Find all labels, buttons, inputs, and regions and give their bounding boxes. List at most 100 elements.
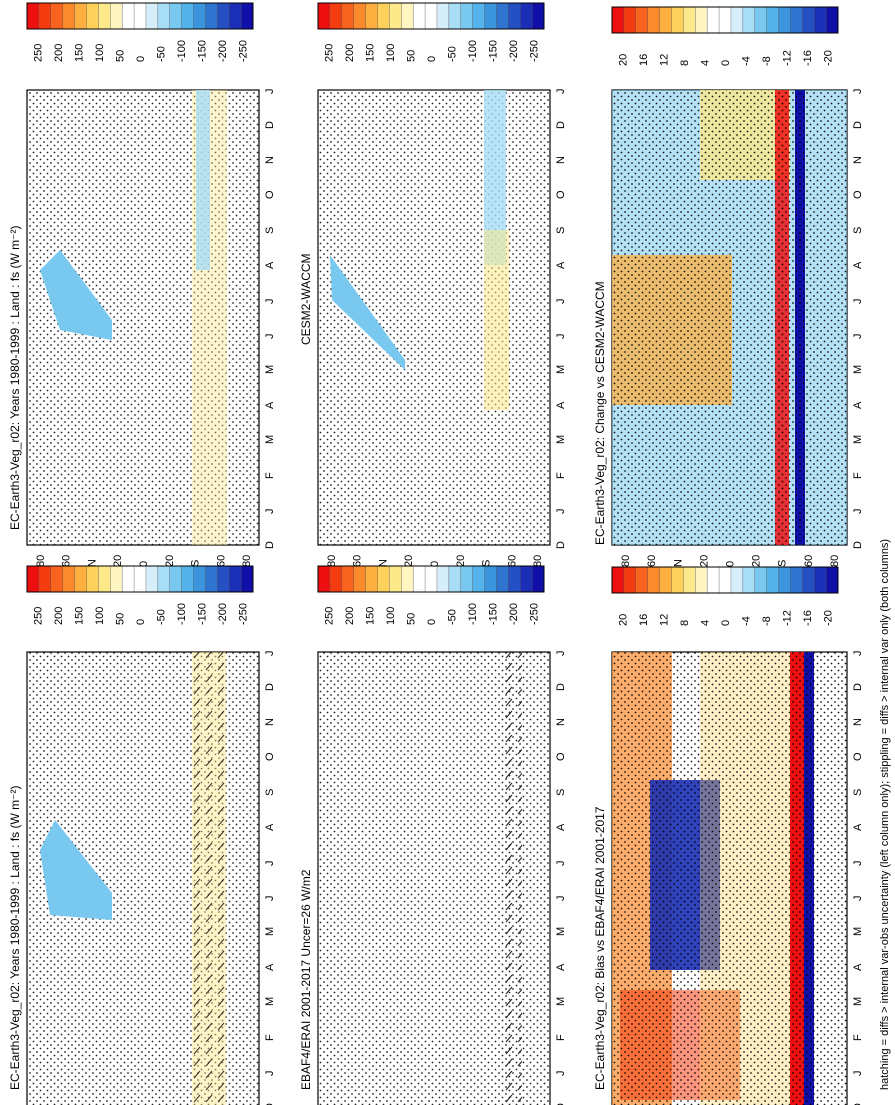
month-tick-label: N (264, 156, 276, 164)
colorbar-label: -150 (197, 40, 209, 62)
colorbar-swatch (659, 6, 672, 34)
colorbar-label: -150 (488, 603, 500, 625)
colorbar-swatch (671, 6, 684, 34)
colorbar-swatch (766, 566, 780, 594)
lat-tick-label: S (777, 560, 789, 567)
colorbar-swatch (401, 565, 414, 593)
month-tick-label: A (852, 261, 864, 269)
month-tick-label: N (555, 156, 567, 164)
colorbar-swatch (121, 2, 135, 30)
month-tick-label: M (264, 997, 276, 1006)
month-tick-label: D (264, 121, 276, 129)
colorbar-label: 0 (720, 620, 732, 626)
month-tick-label: J (555, 861, 567, 867)
month-tick-label: J (264, 299, 276, 305)
month-tick-label: J (555, 334, 567, 340)
colorbar-label: -4 (741, 56, 753, 66)
colorbar-swatch (718, 566, 732, 594)
month-tick-label: O (555, 752, 567, 761)
month-tick-label: F (852, 472, 864, 479)
colorbar-label: 0 (135, 619, 147, 625)
colorbar-swatch (365, 565, 378, 593)
month-tick-label: A (555, 261, 567, 269)
month-tick-label: M (264, 927, 276, 936)
colorbar-swatch (659, 566, 672, 594)
month-tick-label: N (264, 718, 276, 726)
colorbar-swatch (647, 6, 661, 34)
lat-tick-label: 80 (620, 555, 632, 567)
lat-tick-label: 60 (646, 555, 658, 567)
colorbar-label: 0 (720, 60, 732, 66)
colorbar-swatch (240, 565, 254, 593)
colorbar-label: 100 (385, 607, 397, 625)
month-tick-label: A (555, 823, 567, 831)
month-tick-label: J (852, 89, 864, 95)
colorbar-swatch (98, 565, 111, 593)
colorbar-label: -150 (197, 603, 209, 625)
month-tick-label: D (264, 683, 276, 691)
month-tick-label: F (555, 1034, 567, 1041)
colorbar-swatch (169, 2, 183, 30)
colorbar-swatch (26, 2, 40, 30)
month-tick-label: A (555, 401, 567, 409)
colorbar-label: 50 (405, 613, 417, 625)
colorbar-label: 12 (658, 614, 670, 626)
colorbar-swatch (706, 6, 720, 34)
colorbar-1: 250 200 150 100 50 0 -50 -100 -150 -200 -250 (26, 2, 254, 62)
colorbar-swatch (38, 2, 52, 30)
colorbar-label: 4 (699, 60, 711, 66)
colorbar-swatch (802, 6, 815, 34)
lat-tick-label: 80 (532, 555, 544, 567)
month-tick-label: M (852, 365, 864, 374)
month-tick-label: S (264, 227, 276, 234)
colorbar-swatch (472, 565, 486, 593)
colorbar-swatch (86, 565, 99, 593)
month-tick-label: F (264, 472, 276, 479)
month-tick-label: J (852, 299, 864, 305)
colorbar-label: -16 (802, 610, 814, 626)
colorbar-swatch (341, 565, 355, 593)
colorbar-swatch (424, 2, 438, 30)
colorbar-swatch (802, 566, 815, 594)
colorbar-2: 250 200 150 100 50 0 -50 -100 -150 -200 -250 (317, 2, 545, 62)
lat-tick-label: 0 (725, 561, 737, 567)
colorbar-label: 200 (53, 44, 65, 62)
month-tick-label: O (852, 752, 864, 761)
colorbar-swatch (531, 2, 545, 30)
colorbar-swatch (74, 2, 87, 30)
colorbar-swatch (611, 6, 625, 34)
colorbar-swatch (329, 2, 343, 30)
colorbar-label: 16 (638, 54, 650, 66)
month-tick-label: M (555, 365, 567, 374)
month-tick-label: J (555, 89, 567, 95)
colorbar-label: -12 (782, 610, 794, 626)
colorbar-label: 20 (617, 614, 629, 626)
colorbar-swatch (424, 565, 438, 593)
month-tick-label: M (555, 435, 567, 444)
month-tick-label: A (264, 823, 276, 831)
month-tick-label: F (852, 1034, 864, 1041)
colorbar-swatch (412, 2, 426, 30)
colorbar-swatch (496, 2, 509, 30)
colorbar-label: -250 (529, 603, 541, 625)
colorbar-swatch (86, 2, 99, 30)
month-tick-label: S (264, 789, 276, 796)
month-tick-label: D (852, 541, 864, 549)
colorbar-swatch (706, 566, 720, 594)
month-tick-label: J (852, 651, 864, 657)
colorbar-label: -100 (467, 40, 479, 62)
month-tick-label: J (264, 334, 276, 340)
month-tick-label: N (852, 156, 864, 164)
colorbar-4: 250 200 150 100 50 0 -50 -100 -150 -200 -250 (26, 565, 254, 625)
colorbar-label: -4 (741, 616, 753, 626)
colorbar-label: -16 (802, 50, 814, 66)
month-tick-label: M (852, 997, 864, 1006)
colorbar-swatch (460, 2, 474, 30)
colorbar-swatch (683, 6, 696, 34)
colorbar-label: 250 (323, 44, 335, 62)
colorbar-label: 16 (638, 614, 650, 626)
colorbar-label: -50 (447, 46, 459, 62)
lat-tick-label: 60 (215, 555, 227, 567)
colorbar-swatch (62, 565, 76, 593)
colorbar-swatch (790, 566, 803, 594)
